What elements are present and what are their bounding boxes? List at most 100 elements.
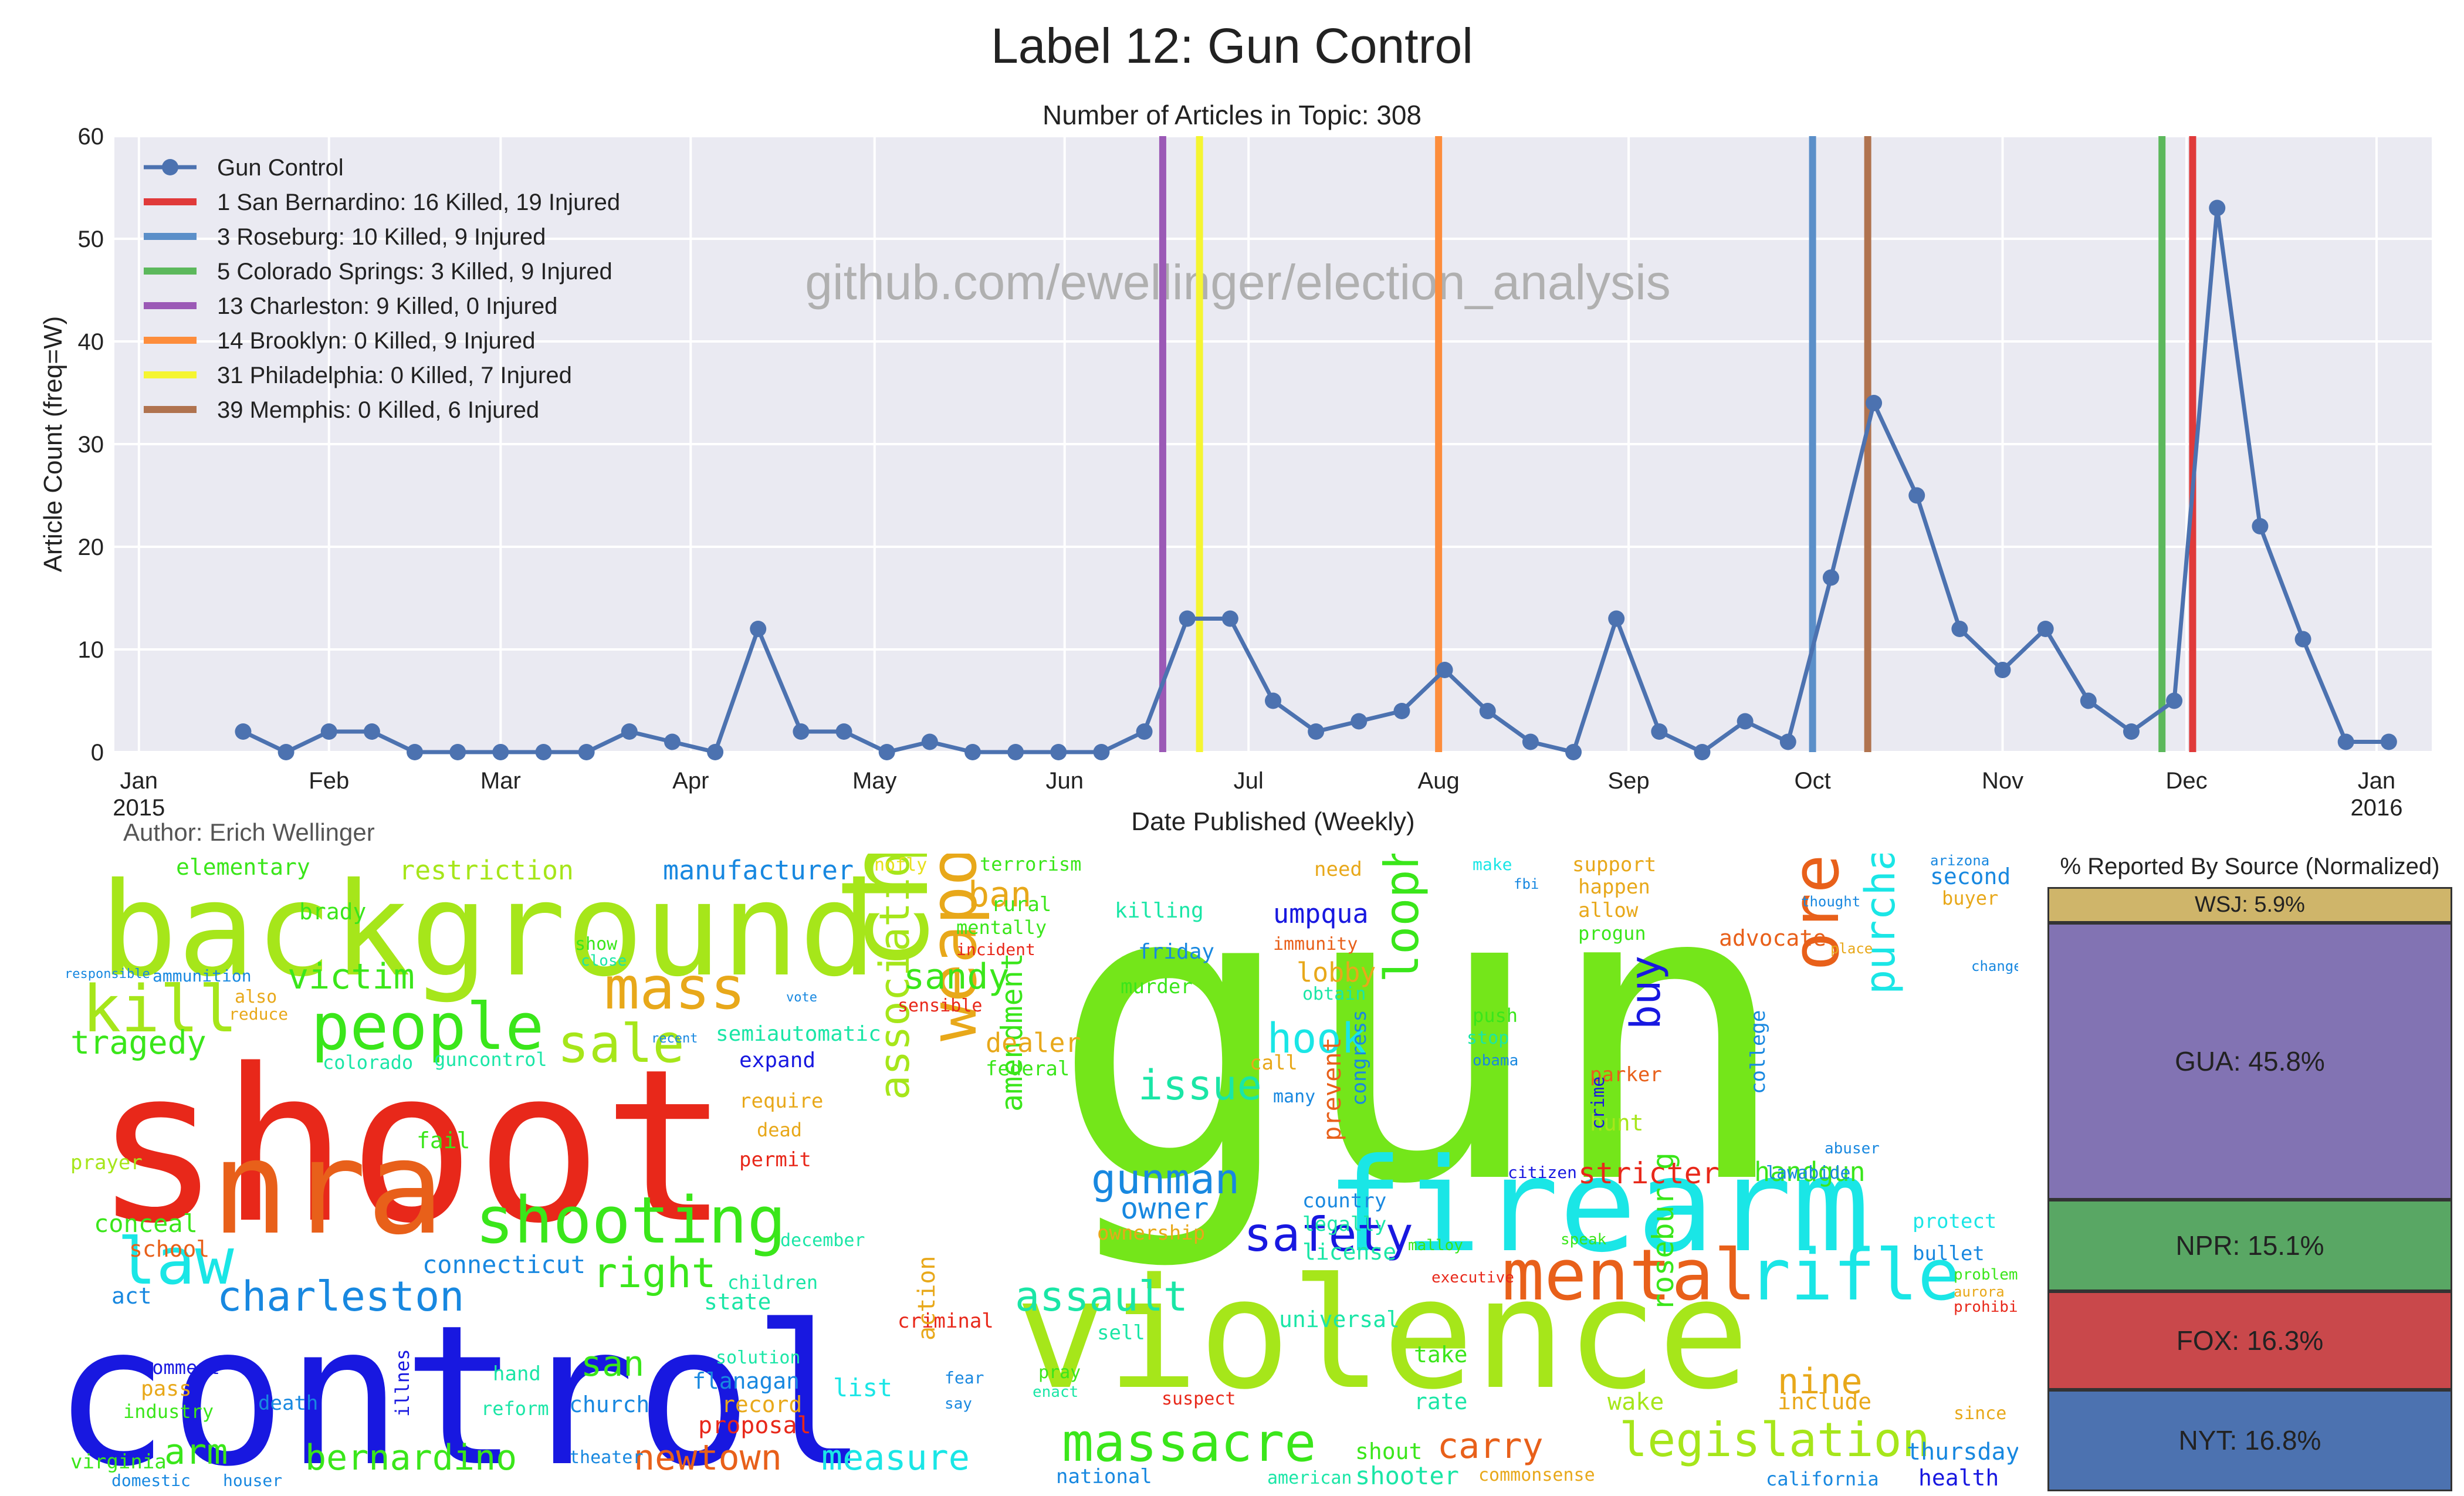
data-point [1351, 713, 1368, 730]
word-cloud-term: fbi [1514, 876, 1539, 892]
word-cloud-term: fail [417, 1128, 471, 1153]
word-cloud-term: allow [1578, 899, 1639, 922]
word-cloud-term: connecticut [422, 1250, 586, 1279]
word-cloud-term: ammunition [153, 966, 252, 986]
word-cloud-term: pass [141, 1377, 192, 1401]
word-cloud-term: mentally [956, 916, 1047, 939]
word-cloud-term: arm [164, 1431, 228, 1473]
watermark-text: github.com/ewellinger/election_analysis [805, 255, 1671, 310]
data-point [2037, 621, 2054, 637]
data-point [235, 723, 252, 740]
word-cloud-term: killing [1115, 899, 1204, 923]
y-tick-label: 50 [78, 226, 104, 252]
legend-label: 14 Brooklyn: 0 Killed, 9 Injured [217, 328, 536, 354]
word-cloud-term: thought [1801, 893, 1861, 910]
word-cloud-term: prohibit [1954, 1298, 2018, 1316]
word-cloud-term: obama [1473, 1052, 1519, 1069]
y-tick-label: 30 [78, 432, 104, 458]
word-cloud-term: fear [945, 1368, 984, 1387]
line-chart: 0 10 20 30 40 50 60 Jan 2015 Feb Mar Apr May Jun Jul Au… [39, 100, 2432, 836]
word-cloud-term: dead [757, 1119, 803, 1141]
data-point [407, 744, 424, 760]
source-segment-label: GUA: 45.8% [2175, 1045, 2325, 1077]
word-cloud-term: sell [1097, 1321, 1145, 1345]
word-cloud-term: san [581, 1343, 645, 1385]
word-cloud-term: place [1830, 940, 1873, 957]
word-cloud-term: incident [956, 940, 1035, 959]
data-point [921, 733, 938, 750]
word-cloud-term: nofly [874, 855, 928, 875]
x-tick-label: Mar [480, 768, 521, 794]
word-cloud-term: issue [1138, 1061, 1262, 1109]
word-cloud-term: legally [1302, 1213, 1387, 1236]
word-cloud-term: proposal [698, 1412, 811, 1439]
word-cloud-term: parker [1590, 1063, 1662, 1087]
word-cloud-term: responsible [65, 967, 150, 981]
x-tick-label: Apr [672, 768, 709, 794]
word-cloud-term: bullet [1913, 1242, 1985, 1265]
word-cloud-term: theater [569, 1447, 644, 1468]
data-point [878, 744, 895, 760]
word-cloud-term: federal [986, 1057, 1070, 1081]
source-bar-title: % Reported By Source (Normalized) [2060, 854, 2440, 879]
word-cloud-term: loophole [1375, 854, 1429, 983]
source-segment-npr: NPR: 15.1% [2047, 1200, 2452, 1291]
word-cloud-term: rural [991, 893, 1052, 916]
word-cloud-term: people [311, 989, 544, 1064]
word-cloud-term: massacre [1062, 1412, 1316, 1474]
word-cloud-term: lawabide [1766, 1163, 1851, 1183]
x-tick-label: Sep [1607, 768, 1649, 794]
word-cloud-term: legislation [1619, 1413, 1930, 1467]
word-cloud-term: american [1267, 1468, 1352, 1488]
page-title: Label 12: Gun Control [991, 18, 1473, 73]
data-point [1479, 703, 1496, 719]
word-cloud-term: obtain [1302, 984, 1366, 1004]
word-cloud-term: prayer [70, 1151, 143, 1175]
word-cloud-term: nra [211, 1113, 445, 1263]
word-cloud-term: stop [1467, 1028, 1509, 1048]
data-point [1565, 744, 1582, 760]
word-cloud-term: california [1766, 1468, 1879, 1490]
data-point [578, 744, 595, 760]
word-cloud-term: permit [739, 1148, 811, 1172]
legend-marker [162, 159, 178, 175]
word-cloud-term: ownership [1097, 1221, 1206, 1245]
data-point [1221, 610, 1238, 627]
data-point [964, 744, 981, 760]
word-cloud-term: hunt [1590, 1110, 1644, 1136]
word-cloud-term: rifle [1748, 1235, 1961, 1316]
word-cloud-term: protect [1913, 1210, 1997, 1233]
data-point [707, 744, 724, 760]
data-point [2252, 518, 2269, 534]
data-point [492, 744, 509, 760]
word-cloud-term: carry [1437, 1426, 1544, 1467]
x-tick-label: Feb [309, 768, 349, 794]
word-cloud-term: right [593, 1249, 716, 1297]
word-cloud-term: illnes [391, 1349, 414, 1417]
data-point [750, 621, 767, 637]
word-cloud-term: support [1572, 854, 1657, 876]
data-point [2294, 631, 2311, 648]
data-point [449, 744, 466, 760]
data-point [664, 733, 681, 750]
word-cloud-term: gunman [1091, 1155, 1240, 1203]
legend-label: 1 San Bernardino: 16 Killed, 19 Injured [217, 189, 620, 215]
y-axis-label: Article Count (freq=W) [39, 316, 67, 572]
data-point [1908, 487, 1925, 504]
author-label: Author: Erich Wellinger [123, 818, 375, 846]
word-cloud-term: umpqua [1273, 898, 1369, 929]
word-cloud-term: colorado [323, 1051, 414, 1074]
word-cloud-term: college [1747, 1010, 1770, 1094]
word-cloud-term: expand [739, 1048, 816, 1072]
word-cloud-term: pray [1038, 1362, 1081, 1383]
word-cloud-term: shout [1355, 1439, 1423, 1464]
word-cloud-term: thursday [1907, 1439, 2018, 1465]
word-cloud-term: nine [1778, 1361, 1863, 1402]
legend-label: Gun Control [217, 155, 344, 181]
word-cloud-term: state [704, 1289, 771, 1315]
y-tick-label: 20 [78, 534, 104, 560]
data-point [1651, 723, 1668, 740]
legend-label: 13 Charleston: 9 Killed, 0 Injured [217, 293, 557, 319]
word-cloud-term: citizen [1508, 1163, 1578, 1182]
word-cloud-term: handgun [1754, 1156, 1866, 1187]
